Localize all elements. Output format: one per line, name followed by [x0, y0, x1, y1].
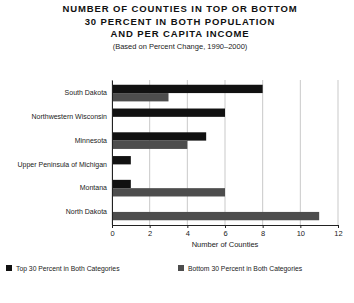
x-tick-label: 4 — [186, 229, 190, 238]
x-tick-mark — [187, 225, 188, 228]
x-tick: 0 — [110, 225, 114, 238]
series — [112, 85, 263, 188]
x-tick-label: 0 — [110, 229, 114, 238]
x-tick-label: 8 — [261, 229, 265, 238]
y-tick: Minnesota — [75, 137, 112, 144]
y-tick: Upper Peninsula of Michigan — [18, 161, 113, 169]
x-axis-title: Number of Counties — [192, 240, 259, 249]
x-tick-mark — [150, 225, 151, 228]
y-axis: South Dakota Northwestern Wisconsin Minnes… — [18, 81, 113, 226]
title-line: AND PER CAPITA INCOME — [110, 28, 249, 39]
x-tick-label: 2 — [148, 229, 152, 238]
y-tick: Northwestern Wisconsin — [32, 113, 112, 120]
x-tick-mark — [338, 225, 339, 228]
y-tick-label: South Dakota — [65, 89, 108, 96]
grid-line — [112, 80, 113, 225]
y-tick-label: Minnesota — [75, 137, 107, 144]
bar — [112, 132, 206, 140]
y-tick: Montana — [80, 184, 112, 191]
bar — [112, 156, 131, 164]
bar — [112, 188, 225, 196]
series — [112, 93, 319, 220]
x-tick: 12 — [334, 225, 342, 238]
y-tick-label: Upper Peninsula of Michigan — [18, 161, 108, 169]
x-tick: 10 — [297, 225, 305, 238]
grid-line — [300, 80, 301, 225]
grid-line — [225, 80, 226, 225]
bar — [112, 212, 319, 220]
x-tick: 4 — [186, 225, 190, 238]
x-tick: 6 — [223, 225, 227, 238]
grid-line — [187, 80, 188, 225]
y-axis-line — [112, 81, 113, 226]
bars — [112, 85, 319, 220]
x-axis: 0 2 4 6 8 10 12 — [110, 225, 342, 238]
y-tick-label: Northwestern Wisconsin — [32, 113, 108, 120]
bar — [112, 180, 131, 188]
grid-line — [149, 80, 150, 225]
legend-label: Bottom 30 Percent in Both Categories — [188, 265, 303, 273]
bar — [112, 85, 263, 93]
x-tick-mark — [225, 225, 226, 228]
x-tick-label: 6 — [223, 229, 227, 238]
x-tick: 2 — [148, 225, 152, 238]
y-tick: South Dakota — [65, 89, 112, 96]
x-tick: 8 — [261, 225, 265, 238]
plot: 0 2 4 6 8 10 12 South Dakota Northwestern Wiscon… — [18, 80, 343, 238]
title-line: 30 PERCENT IN BOTH POPULATION — [85, 16, 276, 27]
chart: NUMBER OF COUNTIES IN TOP OR BOTTOM 30 PE… — [0, 0, 354, 303]
x-tick-mark — [300, 225, 301, 228]
legend-swatch — [6, 265, 12, 271]
grid-line — [262, 80, 263, 225]
title-line: NUMBER OF COUNTIES IN TOP OR BOTTOM — [62, 3, 297, 14]
grid — [112, 80, 338, 225]
x-tick-label: 12 — [334, 229, 342, 238]
y-tick: North Dakota — [66, 208, 112, 215]
legend: Top 30 Percent in Both Categories Bottom … — [6, 265, 303, 273]
y-tick-label: North Dakota — [66, 208, 107, 215]
grid-line — [338, 80, 339, 225]
x-tick-mark — [263, 225, 264, 228]
legend-label: Top 30 Percent in Both Categories — [16, 265, 120, 273]
title: NUMBER OF COUNTIES IN TOP OR BOTTOM 30 PE… — [62, 3, 297, 39]
subtitle: (Based on Percent Change, 1990–2000) — [113, 42, 248, 51]
bar — [112, 141, 187, 149]
bar — [112, 93, 169, 101]
x-tick-label: 10 — [297, 229, 305, 238]
legend-swatch — [178, 265, 184, 271]
y-tick-label: Montana — [80, 184, 107, 191]
bar — [112, 109, 225, 117]
